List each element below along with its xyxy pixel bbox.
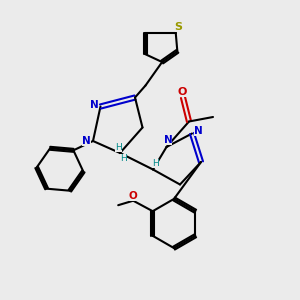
Text: H: H xyxy=(152,159,159,168)
Text: N: N xyxy=(89,100,98,110)
Text: N: N xyxy=(164,135,172,146)
Text: N: N xyxy=(82,136,91,146)
Text: O: O xyxy=(178,87,187,97)
Text: H: H xyxy=(120,154,127,163)
Text: S: S xyxy=(175,22,183,32)
Text: O: O xyxy=(129,191,138,201)
Text: N: N xyxy=(194,126,203,136)
Text: H: H xyxy=(115,143,122,152)
